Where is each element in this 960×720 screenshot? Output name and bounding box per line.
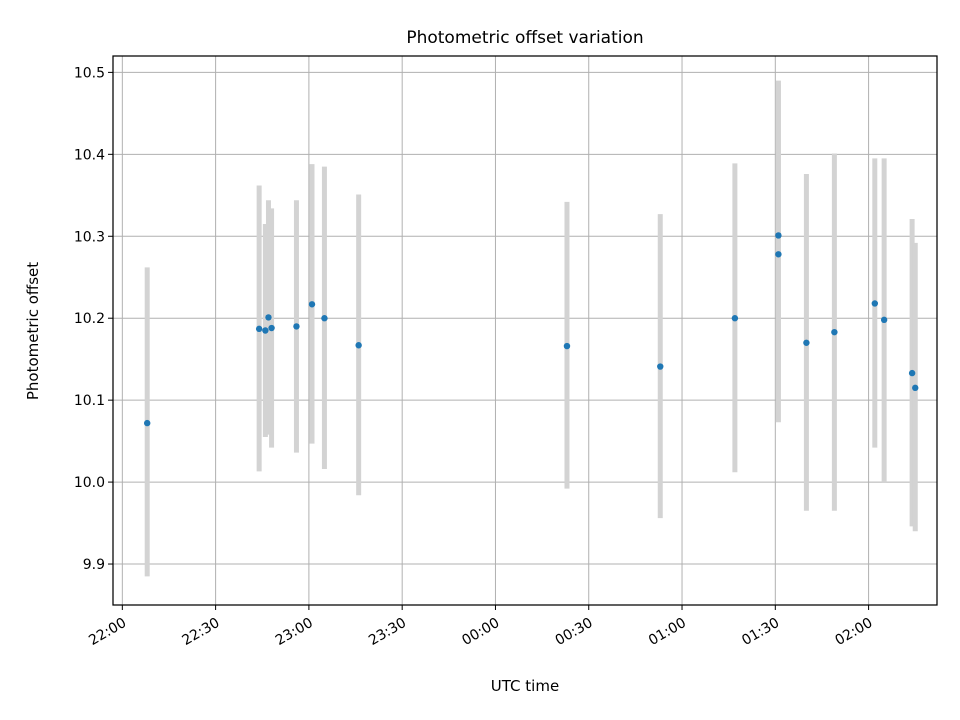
- data-point: [308, 301, 316, 308]
- data-point: [255, 325, 263, 333]
- y-axis-label: Photometric offset: [24, 262, 42, 400]
- data-point: [144, 419, 151, 427]
- y-tick-label: 10.3: [74, 229, 105, 245]
- data-point: [293, 323, 300, 330]
- data-point: [880, 316, 888, 324]
- data-point: [262, 327, 269, 334]
- data-point: [871, 300, 879, 307]
- data-point: [731, 315, 739, 322]
- y-tick-label: 10.5: [74, 65, 105, 81]
- data-point: [775, 232, 782, 239]
- y-tick-label: 9.9: [83, 557, 105, 573]
- x-axis-label: UTC time: [491, 677, 559, 695]
- data-point: [321, 315, 328, 322]
- grid-layer: [113, 56, 937, 605]
- data-point: [265, 314, 272, 321]
- data-point: [355, 342, 362, 349]
- data-point: [803, 339, 810, 346]
- y-tick-label: 10.0: [74, 475, 105, 491]
- data-point: [268, 324, 275, 332]
- data-point: [908, 369, 916, 377]
- y-tick-label: 10.2: [74, 311, 105, 327]
- data-point: [912, 384, 919, 392]
- data-point: [657, 363, 664, 370]
- y-tick-label: 10.4: [74, 147, 105, 163]
- point-layer: [144, 232, 919, 427]
- data-point: [831, 328, 838, 336]
- plot-area-frame: [112, 55, 938, 606]
- data-point: [775, 251, 782, 258]
- chart-title: Photometric offset variation: [406, 28, 643, 48]
- y-tick-label: 10.1: [74, 393, 105, 409]
- data-point: [563, 342, 571, 350]
